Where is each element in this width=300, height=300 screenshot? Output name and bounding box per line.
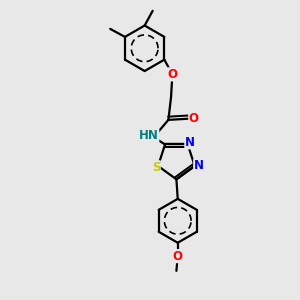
- Text: O: O: [173, 250, 183, 262]
- Text: S: S: [152, 161, 160, 174]
- Text: HN: HN: [139, 129, 159, 142]
- Text: O: O: [167, 68, 177, 81]
- Text: N: N: [185, 136, 195, 149]
- Text: O: O: [189, 112, 199, 125]
- Text: N: N: [194, 160, 204, 172]
